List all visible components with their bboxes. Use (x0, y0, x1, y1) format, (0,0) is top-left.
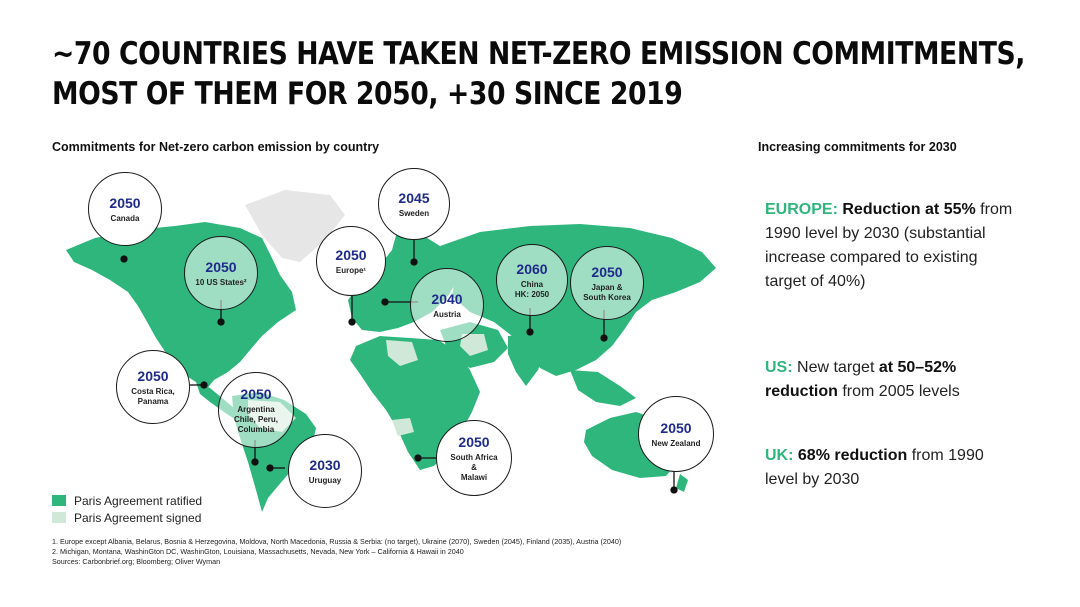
callout-canada: 2050 Canada (88, 172, 162, 246)
callout-year: 2050 (109, 194, 141, 211)
africa-signed-shape (386, 340, 418, 366)
commitment-pre: New target (797, 359, 879, 376)
callout-argentina: 2050 Argentina Chile, Peru, Columbia (218, 372, 294, 448)
callout-label: Uruguay (308, 475, 342, 485)
new-zealand-shape (676, 474, 688, 492)
callout-year: 2050 (137, 367, 169, 384)
slide-title: ~70 COUNTRIES HAVE TAKEN NET-ZERO EMISSI… (52, 34, 1025, 114)
callout-austria: 2040 Austria (410, 268, 484, 342)
callout-year: 2050 (458, 433, 490, 450)
title-line-2: MOST OF THEM FOR 2050, +30 SINCE 2019 (52, 76, 683, 112)
callout-label: South Africa & Malawi (450, 452, 498, 482)
commitment-text: from 1990 level by 2030 (765, 447, 984, 488)
callout-europe: 2050 Europe¹ (316, 226, 386, 296)
commitment-region: UK: (765, 447, 794, 464)
callout-year: 2050 (660, 419, 692, 436)
commitment-uk: UK: 68% reduction from 1990 level by 203… (765, 444, 1015, 492)
callout-year: 2060 (516, 260, 548, 277)
callout-south-africa: 2050 South Africa & Malawi (436, 420, 512, 496)
commitment-highlight: at 50–52% reduction (765, 359, 957, 400)
callout-us-states: 2050 10 US States² (184, 236, 258, 310)
footnote-1: 1. Europe except Albania, Belarus, Bosni… (52, 537, 622, 546)
legend-signed: Paris Agreement signed (52, 509, 202, 526)
africa-signed-shape-2 (392, 418, 414, 436)
callout-year: 2045 (398, 189, 430, 206)
callout-label: Argentina Chile, Peru, Columbia (233, 404, 278, 434)
callout-label: Canada (110, 213, 140, 223)
map-subtitle: Commitments for Net-zero carbon emission… (52, 140, 380, 154)
callout-year: 2050 (240, 385, 272, 402)
legend-swatch-signed (52, 512, 66, 523)
legend-signed-label: Paris Agreement signed (74, 510, 202, 525)
map-legend: Paris Agreement ratified Paris Agreement… (52, 492, 202, 526)
callout-japan-korea: 2050 Japan & South Korea (570, 246, 644, 320)
commitment-text: from 2005 levels (842, 383, 960, 400)
commitment-region: EUROPE: (765, 201, 838, 218)
commitment-us: US: New target at 50–52% reduction from … (765, 356, 1015, 404)
legend-ratified-label: Paris Agreement ratified (74, 493, 203, 508)
legend-ratified: Paris Agreement ratified (52, 492, 202, 509)
callout-new-zealand: 2050 New Zealand (638, 396, 714, 472)
callout-label: 10 US States² (195, 277, 247, 287)
callout-label: Europe¹ (335, 265, 367, 275)
title-line-1: ~70 COUNTRIES HAVE TAKEN NET-ZERO EMISSI… (52, 36, 1025, 72)
legend-swatch-ratified (52, 495, 66, 506)
footnotes: 1. Europe except Albania, Belarus, Bosni… (52, 537, 621, 567)
callout-label: New Zealand (651, 438, 701, 448)
footnote-2: 2. Michigan, Montana, WashinGton DC, Was… (52, 547, 464, 556)
callout-label: Japan & South Korea (583, 282, 631, 302)
commitment-region: US: (765, 359, 793, 376)
callout-costa-rica: 2050 Costa Rica, Panama (116, 350, 190, 424)
callout-year: 2050 (591, 263, 623, 280)
sources: Sources: Carbonbrief.org; Bloomberg; Oli… (52, 557, 221, 566)
commitments-subtitle: Increasing commitments for 2030 (758, 140, 957, 154)
commitment-text: from 1990 level by 2030 (substantial inc… (765, 201, 1013, 290)
callout-uruguay: 2030 Uruguay (288, 434, 362, 508)
india-shape (508, 334, 546, 386)
commitment-highlight: 68% reduction (797, 447, 908, 464)
commitment-europe: EUROPE: Reduction at 55% from 1990 level… (765, 198, 1015, 294)
callout-year: 2030 (309, 456, 341, 473)
callout-year: 2050 (335, 246, 367, 263)
callout-label: Costa Rica, Panama (131, 386, 175, 406)
se-asia-shape (570, 370, 636, 406)
callout-label: Sweden (398, 208, 430, 218)
middle-east-signed-shape (460, 334, 488, 356)
callout-china: 2060 China HK: 2050 (496, 244, 568, 316)
callout-label: Austria (433, 309, 461, 319)
callout-year: 2040 (431, 290, 463, 307)
callout-year: 2050 (205, 258, 237, 275)
callout-sweden: 2045 Sweden (378, 168, 450, 240)
commitment-highlight: Reduction at 55% (842, 201, 976, 218)
callout-label: China HK: 2050 (514, 279, 550, 299)
